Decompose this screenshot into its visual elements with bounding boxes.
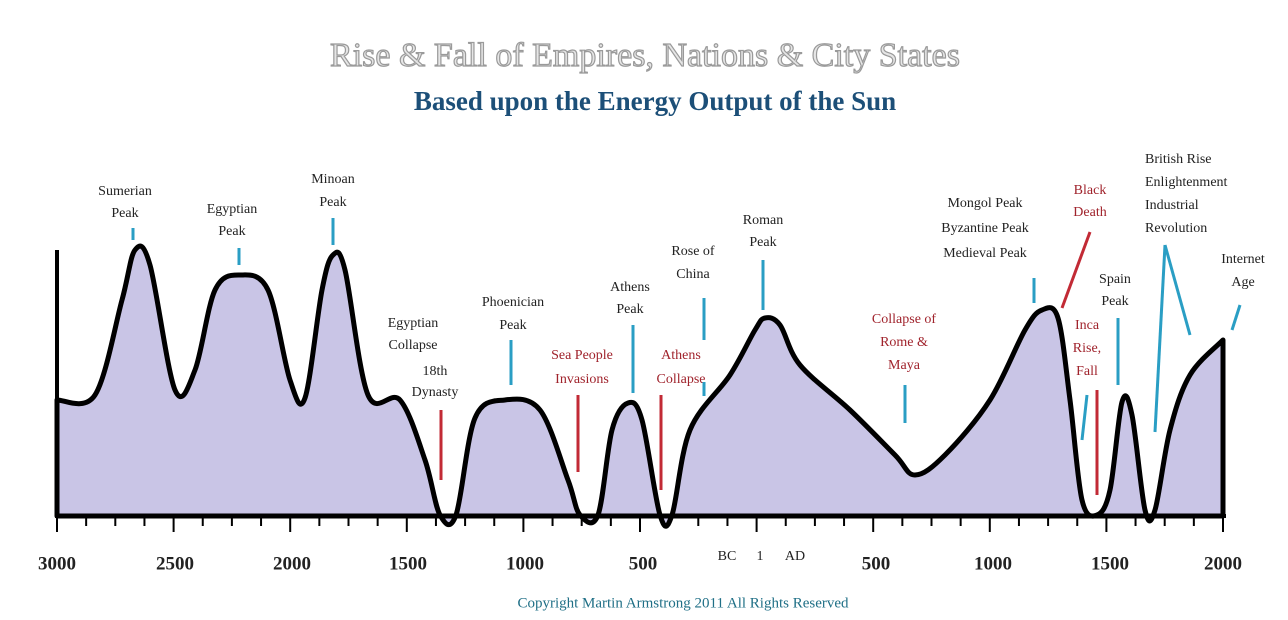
annotation-text: Roman [743, 213, 783, 228]
annotation-text: China [676, 267, 710, 282]
annotation-text: Peak [111, 206, 138, 221]
annotation-text: Sea People [551, 348, 613, 363]
annotation-text: Dynasty [412, 385, 459, 400]
annotation-text: Collapse [389, 338, 438, 353]
annotation-text: Rose of [671, 244, 715, 259]
annotation-text: Byzantine Peak [941, 221, 1028, 236]
annotation-text: Internet [1221, 252, 1265, 267]
title: Rise & Fall of Empires, Nations & City S… [330, 37, 960, 74]
axis-label: 1000 [506, 553, 544, 574]
annotation-text: Peak [319, 195, 346, 210]
annotation-text: Peak [499, 318, 526, 333]
annotation-text: Rise, [1073, 341, 1101, 356]
pointer [1163, 244, 1192, 336]
annotation-text: Enlightenment [1145, 175, 1228, 190]
annotation-text: Rome & [880, 335, 928, 350]
axis-label: 3000 [38, 553, 76, 574]
annotation-text: Maya [888, 358, 921, 373]
annotation-text: Death [1073, 205, 1106, 220]
annotation-text: Egyptian [388, 316, 439, 331]
pointer [1060, 231, 1092, 309]
axis-label: BC [718, 549, 737, 564]
annotation-text: Age [1231, 275, 1254, 290]
annotation-text: Athens [661, 348, 701, 363]
axis-label: 1500 [1091, 553, 1129, 574]
pointer [1230, 304, 1242, 331]
annotation-text: Invasions [555, 372, 609, 387]
annotation-text: Medieval Peak [943, 246, 1027, 261]
annotation-text: Mongol Peak [947, 196, 1022, 211]
annotation-text: Athens [610, 280, 650, 295]
pointer [1080, 394, 1089, 441]
energy-curve [54, 243, 1226, 529]
axis-label: 2000 [273, 553, 311, 574]
axis-label: 2000 [1204, 553, 1242, 574]
annotation-text: Black [1074, 183, 1107, 198]
annotation-text: Egyptian [207, 202, 258, 217]
axis-label: 1000 [974, 553, 1012, 574]
annotation-text: Revolution [1145, 221, 1207, 236]
axis-label: 2500 [156, 553, 194, 574]
annotation-text: Peak [616, 302, 643, 317]
axis-label: 500 [629, 553, 658, 574]
annotation-text: Peak [1101, 294, 1128, 309]
axis-label: AD [785, 549, 805, 564]
annotation-text: Phoenician [482, 295, 544, 310]
pointer [1153, 244, 1167, 433]
annotation-text: Minoan [311, 172, 355, 187]
annotation-text: British Rise [1145, 152, 1212, 167]
axis-label: 1 [757, 549, 764, 564]
axis-label: 1500 [389, 553, 427, 574]
annotation-text: Fall [1076, 364, 1098, 379]
annotation-text: Sumerian [98, 184, 152, 199]
annotation-text: Inca [1075, 318, 1100, 333]
axis-label: 500 [862, 553, 891, 574]
annotation-text: Peak [218, 224, 245, 239]
annotation-text: 18th [423, 364, 448, 379]
annotation-text: Collapse [657, 372, 706, 387]
subtitle: Based upon the Energy Output of the Sun [414, 86, 896, 116]
annotation-text: Industrial [1145, 198, 1199, 213]
annotation-text: Spain [1099, 272, 1131, 287]
annotation-text: Peak [749, 235, 776, 250]
copyright: Copyright Martin Armstrong 2011 All Righ… [517, 595, 849, 611]
annotation-text: Collapse of [872, 312, 936, 327]
